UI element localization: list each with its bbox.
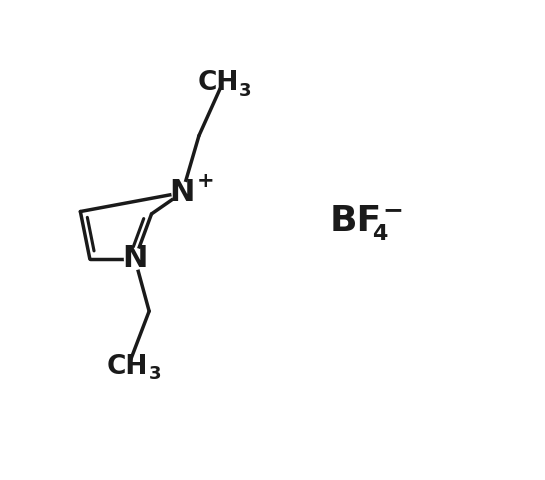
Text: N: N bbox=[122, 244, 148, 274]
Text: BF: BF bbox=[329, 204, 382, 238]
Circle shape bbox=[172, 182, 193, 203]
Text: +: + bbox=[196, 171, 214, 191]
Text: 3: 3 bbox=[149, 365, 161, 383]
Text: N: N bbox=[169, 178, 195, 207]
Text: CH: CH bbox=[197, 71, 239, 96]
Circle shape bbox=[124, 249, 146, 269]
Text: 3: 3 bbox=[239, 82, 251, 99]
Text: CH: CH bbox=[107, 354, 148, 380]
Text: 4: 4 bbox=[372, 224, 387, 244]
Text: −: − bbox=[383, 199, 403, 223]
